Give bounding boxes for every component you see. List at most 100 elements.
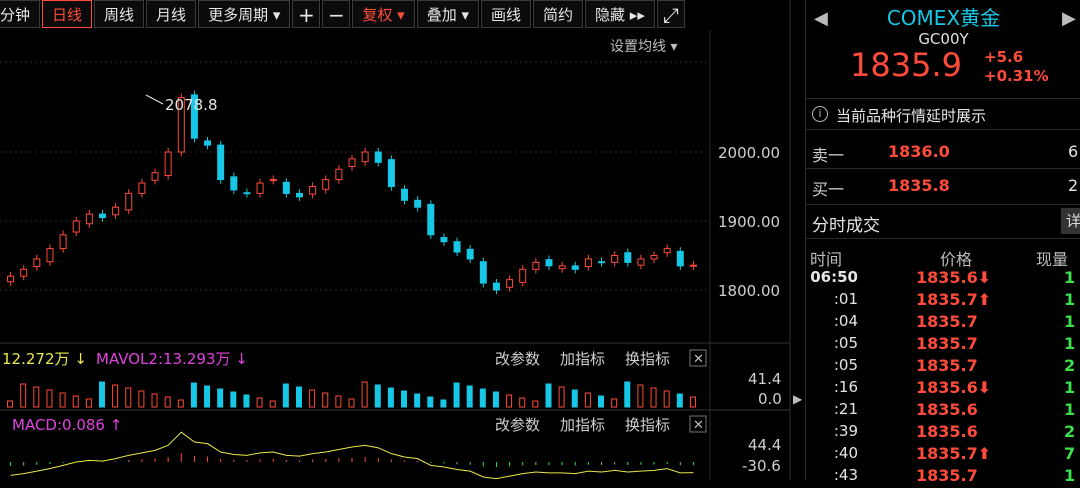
period-week-button[interactable]: 周线 — [94, 0, 145, 28]
tick-qty: 1 — [1064, 334, 1076, 353]
candle-body — [689, 264, 697, 267]
volume-bar — [584, 392, 591, 408]
delay-notice-text: 当前品种行情延时展示 — [836, 107, 987, 125]
volume-bar — [190, 382, 197, 408]
last-price: 1835.9 — [850, 46, 962, 84]
quote-panel: ◀ ▶ COMEX黄金 GC00Y 1835.9 +5.6 +0.31% i 当… — [805, 0, 1080, 485]
overlay-dropdown[interactable]: 叠加 ▾ — [416, 0, 479, 28]
sell-volume: 6 — [1068, 142, 1079, 161]
fullscreen-icon[interactable]: ⤢ — [656, 0, 685, 28]
tick-time: :16 — [833, 378, 858, 396]
candle-body — [190, 94, 198, 139]
volume-bar — [689, 396, 696, 408]
candle-body — [243, 192, 251, 195]
candle-body — [138, 182, 146, 194]
tick-row: :05 1835.7 2 — [806, 356, 1080, 378]
zoom-in-button[interactable]: + — [292, 0, 321, 28]
volume-bar — [479, 388, 486, 408]
volume-bar — [295, 386, 302, 408]
volume-bar — [85, 398, 92, 408]
set-ma-dropdown[interactable]: 设置均线 ▾ — [610, 39, 678, 55]
prev-symbol-icon[interactable]: ◀ — [814, 8, 828, 29]
volume-bar — [269, 400, 276, 408]
macd-lines — [10, 431, 694, 480]
next-symbol-icon[interactable]: ▶ — [1062, 8, 1076, 29]
collapse-panel-icon[interactable]: ▶ — [793, 392, 803, 406]
simple-mode-button[interactable]: 简约 — [533, 0, 584, 28]
candle-body — [361, 151, 369, 163]
tick-qty: 1 — [1064, 290, 1076, 309]
tick-time: :05 — [833, 356, 858, 374]
volume-bar — [7, 400, 14, 408]
tick-price: 1835.7 — [916, 312, 978, 331]
y-axis-label: 2000.00 — [718, 144, 780, 162]
macd-close-button[interactable] — [689, 415, 707, 433]
symbol-title: COMEX黄金 — [886, 6, 1001, 30]
volume-bar — [46, 389, 53, 408]
vol-axis-label: 0.0 — [758, 390, 782, 408]
volume-bar — [125, 387, 132, 408]
change-percent: +0.31% — [984, 67, 1049, 85]
tick-time: 06:50 — [810, 268, 858, 286]
volume-bar — [282, 383, 289, 408]
volume-bar — [374, 384, 381, 408]
vol-switch-indicator-button[interactable]: 换指标 — [625, 350, 670, 368]
vol-params-button[interactable]: 改参数 — [495, 350, 540, 368]
candle-body — [584, 258, 592, 268]
candle-body — [7, 275, 15, 283]
vol-close-button[interactable] — [689, 349, 707, 367]
change-value: +5.6 — [984, 48, 1024, 66]
tick-row: :01 1835.7⬆ 1 — [806, 290, 1080, 312]
tick-price: 1835.7 — [916, 334, 978, 353]
volume-bar — [20, 383, 27, 408]
candle-body — [282, 181, 290, 194]
candle-body — [571, 265, 579, 270]
candle-body — [151, 172, 159, 181]
period-minute-button[interactable]: 分钟 — [0, 0, 41, 28]
divider — [806, 238, 1080, 239]
tick-price: 1835.6⬇ — [916, 268, 992, 287]
volume-bar — [177, 399, 184, 408]
more-periods-dropdown[interactable]: 更多周期 ▾ — [198, 0, 291, 28]
ticks-detail-button[interactable]: 详 — [1061, 208, 1080, 234]
volume-bar — [427, 396, 434, 408]
price-change: +5.6 +0.31% — [984, 48, 1049, 86]
buy-label: 买一 — [812, 180, 845, 199]
draw-line-button[interactable]: 画线 — [481, 0, 532, 28]
vol-axis-label: 41.4 — [748, 370, 781, 388]
tick-row: :40 1835.7⬆ 7 — [806, 444, 1080, 466]
candle-body — [492, 282, 500, 291]
divider — [806, 204, 1080, 205]
buy-volume: 2 — [1068, 176, 1079, 195]
vol-legend-b: MAVOL2:13.293万 ↓ — [96, 350, 248, 368]
tick-price: 1835.7 — [916, 466, 978, 485]
close-icon: ✕ — [693, 352, 704, 367]
info-icon: i — [812, 106, 828, 122]
macd-switch-indicator-button[interactable]: 换指标 — [625, 416, 670, 434]
vol-add-indicator-button[interactable]: 加指标 — [560, 350, 605, 368]
candle-body — [624, 252, 632, 263]
tick-price: 1835.6 — [916, 422, 978, 441]
hide-panel-button[interactable]: 隐藏 ▸▸ — [585, 0, 655, 28]
macd-add-indicator-button[interactable]: 加指标 — [560, 416, 605, 434]
tick-time: :43 — [833, 466, 858, 484]
macd-axis-label: 44.4 — [748, 436, 781, 454]
macd-axis-label: -30.6 — [742, 457, 781, 475]
volume-bar — [33, 386, 40, 408]
zoom-out-button[interactable]: − — [322, 0, 351, 28]
sell-label: 卖一 — [812, 146, 845, 165]
kline-chart[interactable]: 2000.00 1900.00 1800.00 2078.8 12.272万 ↓… — [0, 0, 800, 480]
volume-bar — [545, 383, 552, 408]
period-month-button[interactable]: 月线 — [146, 0, 197, 28]
candle-body — [611, 255, 619, 263]
volume-bar — [322, 392, 329, 408]
tick-qty: 1 — [1064, 400, 1076, 419]
tick-time: :40 — [833, 444, 858, 462]
volume-bar — [401, 390, 408, 408]
adjust-dropdown[interactable]: 复权 ▾ — [352, 0, 415, 28]
volume-bar — [164, 396, 171, 408]
period-day-button[interactable]: 日线 — [42, 0, 93, 28]
macd-params-button[interactable]: 改参数 — [495, 416, 540, 434]
symbol-code: GC00Y — [918, 30, 969, 48]
volume-bar — [348, 398, 355, 408]
